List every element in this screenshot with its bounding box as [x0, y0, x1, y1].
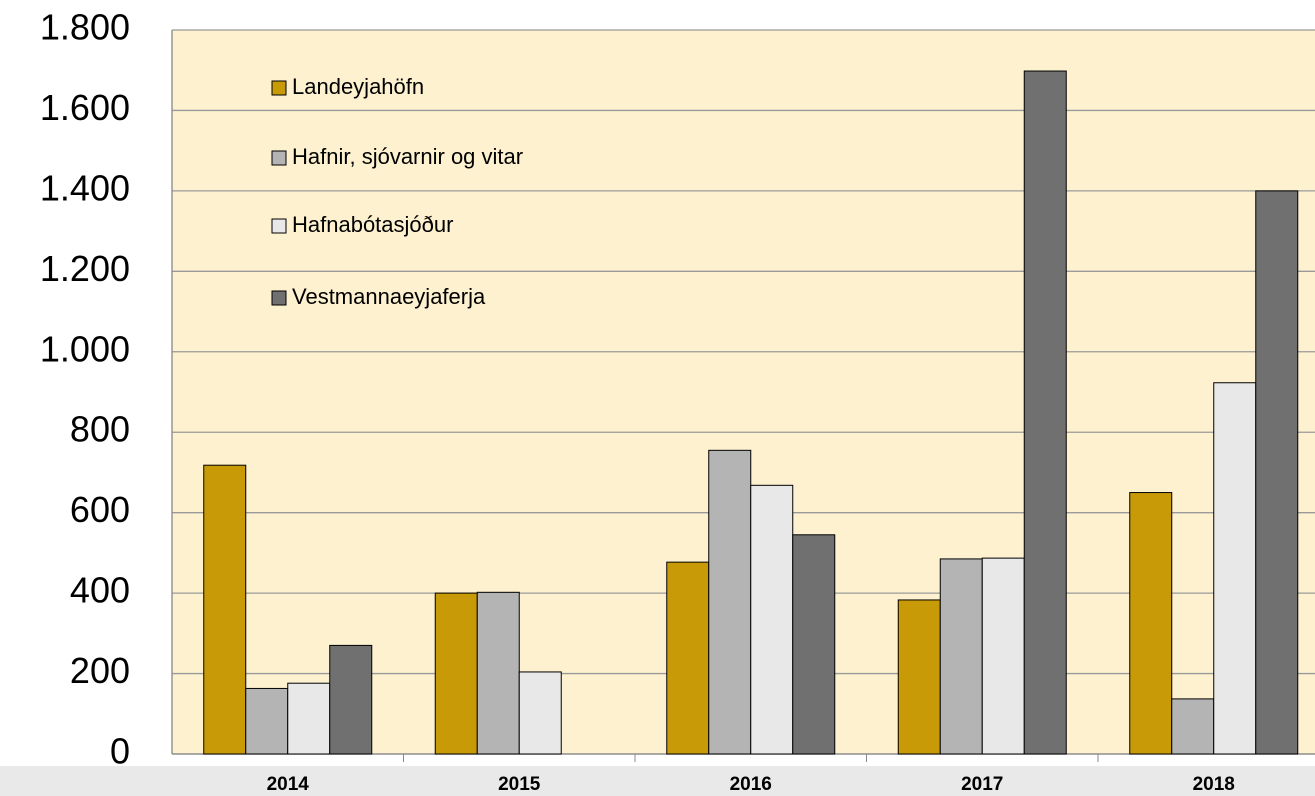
bar [1213, 382, 1257, 755]
bar [1255, 190, 1299, 755]
legend-label: Vestmannaeyjaferja [292, 284, 486, 309]
x-tick-label: 2016 [730, 774, 772, 795]
bar [981, 557, 1025, 755]
bar [434, 592, 478, 755]
bar [518, 671, 562, 755]
bar [1171, 698, 1215, 755]
bar [897, 599, 941, 755]
bar [287, 682, 331, 755]
legend-swatch [271, 80, 287, 96]
bar [792, 534, 836, 755]
y-tick-label: 1.000 [40, 328, 130, 369]
bar [329, 644, 373, 755]
y-tick-label: 1.600 [40, 87, 130, 128]
x-tick-label: 2014 [267, 774, 310, 795]
bar [245, 687, 289, 755]
y-tick-label: 1.800 [40, 7, 130, 48]
legend-label: Hafnir, sjóvarnir og vitar [292, 144, 523, 169]
legend-swatch [271, 290, 287, 306]
legend-swatch [271, 150, 287, 166]
bar [1129, 492, 1173, 755]
legend-label: Hafnabótasjóður [292, 212, 453, 237]
legend-swatch [271, 218, 287, 234]
y-tick-label: 1.400 [40, 167, 130, 208]
axis-band [0, 766, 1315, 796]
bar [1023, 70, 1067, 755]
bar [203, 464, 247, 755]
legend-label: Landeyjahöfn [292, 74, 424, 99]
bar [708, 449, 752, 755]
x-tick-label: 2018 [1193, 774, 1235, 795]
x-tick-label: 2017 [961, 774, 1003, 795]
y-tick-label: 600 [70, 489, 130, 530]
bar [939, 558, 983, 755]
y-tick-label: 400 [70, 570, 130, 611]
y-tick-label: 1.200 [40, 248, 130, 289]
bar [476, 591, 520, 755]
y-tick-label: 800 [70, 409, 130, 450]
y-tick-label: 200 [70, 650, 130, 691]
bar [666, 561, 710, 755]
x-tick-label: 2015 [498, 774, 541, 795]
bar [750, 484, 794, 755]
y-tick-label: 0 [110, 731, 130, 772]
